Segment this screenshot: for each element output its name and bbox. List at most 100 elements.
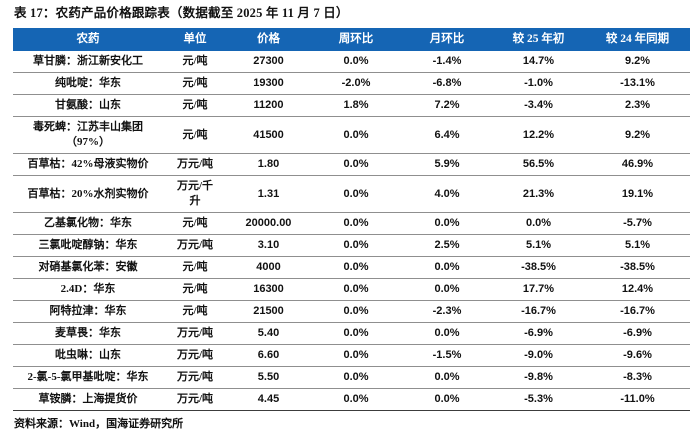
cell-unit: 元/吨 <box>163 278 227 301</box>
cell-wow: 0.0% <box>310 344 402 367</box>
cell-mom: -2.3% <box>402 300 492 323</box>
column-header-mom: 月环比 <box>402 28 492 51</box>
cell-ytd: -1.0% <box>492 72 585 95</box>
cell-mom: 0.0% <box>402 388 492 411</box>
column-header-vs-start-2025: 较 25 年初 <box>492 28 585 51</box>
cell-mom: 0.0% <box>402 256 492 279</box>
cell-unit: 元/吨 <box>163 72 227 95</box>
cell-ytd: 17.7% <box>492 278 585 301</box>
cell-mom: 0.0% <box>402 366 492 389</box>
table-row: 阿特拉津：华东 元/吨 21500 0.0% -2.3% -16.7% -16.7% <box>13 300 690 323</box>
table-row: 纯吡啶：华东 元/吨 19300 -2.0% -6.8% -1.0% -13.1% <box>13 72 690 95</box>
cell-mom: -1.4% <box>402 51 492 73</box>
cell-ytd: 21.3% <box>492 175 585 213</box>
cell-mom: 4.0% <box>402 175 492 213</box>
cell-wow: 0.0% <box>310 366 402 389</box>
cell-name: 对硝基氯化苯：安徽 <box>13 256 163 279</box>
cell-ytd: -9.0% <box>492 344 585 367</box>
cell-name: 草甘膦：浙江新安化工 <box>13 51 163 73</box>
cell-name: 毒死蜱：江苏丰山集团 （97%） <box>13 116 163 154</box>
cell-mom: 0.0% <box>402 212 492 235</box>
cell-wow: 0.0% <box>310 278 402 301</box>
cell-ytd: 56.5% <box>492 153 585 176</box>
cell-unit: 元/吨 <box>163 94 227 117</box>
cell-price: 5.40 <box>227 322 310 345</box>
cell-name: 吡虫啉：山东 <box>13 344 163 367</box>
cell-yoy: 5.1% <box>585 234 690 257</box>
cell-price: 11200 <box>227 94 310 117</box>
cell-ytd: -3.4% <box>492 94 585 117</box>
table-row: 2.4D：华东 元/吨 16300 0.0% 0.0% 17.7% 12.4% <box>13 278 690 301</box>
cell-yoy: -6.9% <box>585 322 690 345</box>
cell-name: 百草枯：42%母液实物价 <box>13 153 163 176</box>
cell-unit: 万元/吨 <box>163 366 227 389</box>
cell-ytd: 5.1% <box>492 234 585 257</box>
cell-unit: 万元/吨 <box>163 322 227 345</box>
cell-wow: 1.8% <box>310 94 402 117</box>
cell-yoy: 12.4% <box>585 278 690 301</box>
cell-wow: -2.0% <box>310 72 402 95</box>
header-row: 农药 单位 价格 周环比 月环比 较 25 年初 较 24 年同期 <box>13 28 690 51</box>
cell-name: 2.4D：华东 <box>13 278 163 301</box>
column-header-price: 价格 <box>227 28 310 51</box>
table-row: 麦草畏：华东 万元/吨 5.40 0.0% 0.0% -6.9% -6.9% <box>13 322 690 345</box>
pesticide-price-table: 农药 单位 价格 周环比 月环比 较 25 年初 较 24 年同期 草甘膦：浙江… <box>13 28 690 411</box>
cell-wow: 0.0% <box>310 51 402 73</box>
cell-name: 阿特拉津：华东 <box>13 300 163 323</box>
cell-yoy: 9.2% <box>585 116 690 154</box>
cell-yoy: -16.7% <box>585 300 690 323</box>
cell-name: 麦草畏：华东 <box>13 322 163 345</box>
table-header: 农药 单位 价格 周环比 月环比 较 25 年初 较 24 年同期 <box>13 28 690 51</box>
cell-mom: 0.0% <box>402 278 492 301</box>
cell-unit: 万元/千 升 <box>163 175 227 213</box>
cell-ytd: -38.5% <box>492 256 585 279</box>
cell-yoy: -8.3% <box>585 366 690 389</box>
cell-wow: 0.0% <box>310 153 402 176</box>
cell-name: 乙基氯化物：华东 <box>13 212 163 235</box>
cell-yoy: 2.3% <box>585 94 690 117</box>
cell-price: 3.10 <box>227 234 310 257</box>
cell-yoy: -13.1% <box>585 72 690 95</box>
column-header-vs-same-period-2024: 较 24 年同期 <box>585 28 690 51</box>
cell-price: 1.31 <box>227 175 310 213</box>
cell-price: 21500 <box>227 300 310 323</box>
cell-price: 41500 <box>227 116 310 154</box>
cell-price: 19300 <box>227 72 310 95</box>
cell-yoy: 46.9% <box>585 153 690 176</box>
cell-ytd: 14.7% <box>492 51 585 73</box>
cell-name: 甘氨酸：山东 <box>13 94 163 117</box>
cell-wow: 0.0% <box>310 388 402 411</box>
cell-wow: 0.0% <box>310 322 402 345</box>
cell-ytd: -9.8% <box>492 366 585 389</box>
cell-yoy: -38.5% <box>585 256 690 279</box>
cell-unit: 元/吨 <box>163 51 227 73</box>
cell-unit: 元/吨 <box>163 256 227 279</box>
cell-unit: 万元/吨 <box>163 388 227 411</box>
cell-wow: 0.0% <box>310 175 402 213</box>
cell-wow: 0.0% <box>310 300 402 323</box>
table-row: 甘氨酸：山东 元/吨 11200 1.8% 7.2% -3.4% 2.3% <box>13 94 690 117</box>
cell-unit: 元/吨 <box>163 212 227 235</box>
cell-ytd: -5.3% <box>492 388 585 411</box>
cell-price: 16300 <box>227 278 310 301</box>
cell-wow: 0.0% <box>310 234 402 257</box>
cell-price: 27300 <box>227 51 310 73</box>
cell-unit: 万元/吨 <box>163 153 227 176</box>
table-row: 乙基氯化物：华东 元/吨 20000.00 0.0% 0.0% 0.0% -5.7% <box>13 212 690 235</box>
table-row: 对硝基氯化苯：安徽 元/吨 4000 0.0% 0.0% -38.5% -38.5% <box>13 256 690 279</box>
cell-ytd: -16.7% <box>492 300 585 323</box>
cell-price: 4.45 <box>227 388 310 411</box>
cell-yoy: 19.1% <box>585 175 690 213</box>
cell-ytd: 0.0% <box>492 212 585 235</box>
cell-unit: 万元/吨 <box>163 234 227 257</box>
cell-mom: 7.2% <box>402 94 492 117</box>
cell-ytd: -6.9% <box>492 322 585 345</box>
data-source-note: 资料来源：Wind，国海证券研究所 <box>14 418 184 430</box>
cell-ytd: 12.2% <box>492 116 585 154</box>
cell-price: 4000 <box>227 256 310 279</box>
cell-name: 纯吡啶：华东 <box>13 72 163 95</box>
cell-mom: 5.9% <box>402 153 492 176</box>
cell-wow: 0.0% <box>310 256 402 279</box>
cell-name: 2-氯-5-氯甲基吡啶：华东 <box>13 366 163 389</box>
column-header-wow: 周环比 <box>310 28 402 51</box>
